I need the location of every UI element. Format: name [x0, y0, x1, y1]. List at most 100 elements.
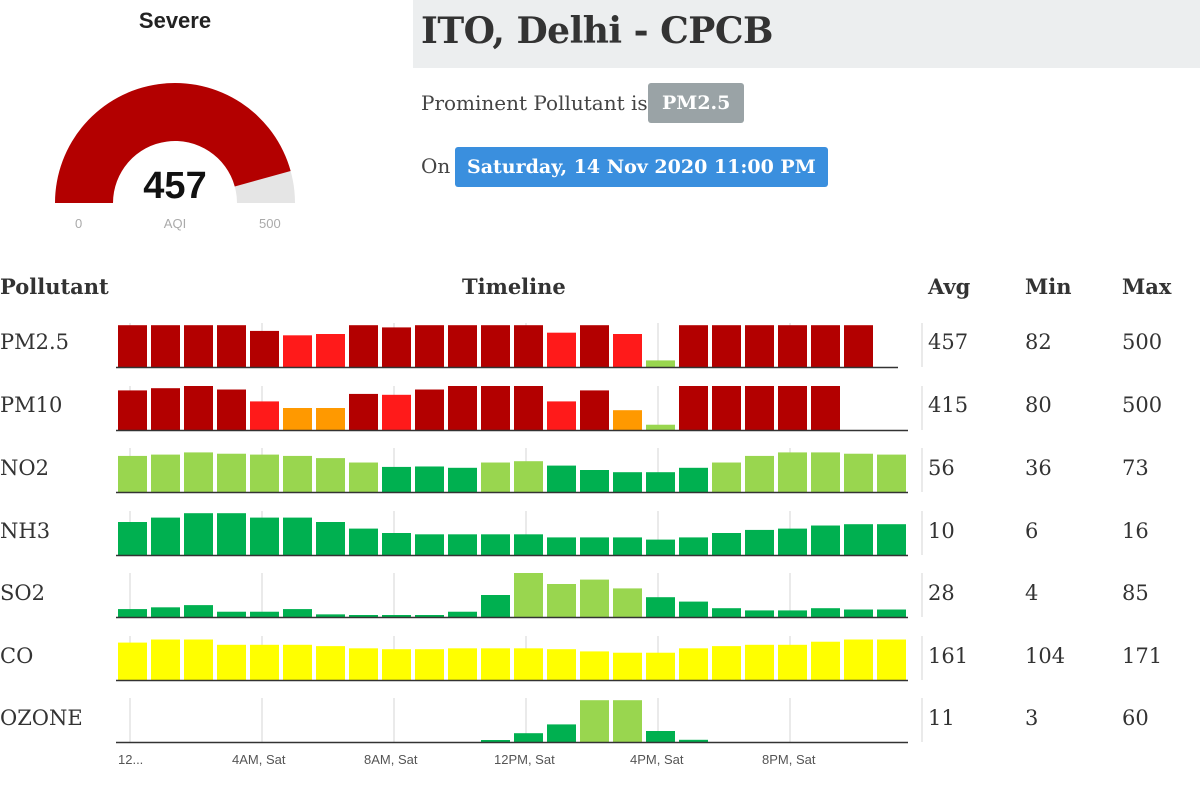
timeline-bar[interactable]	[778, 325, 807, 367]
timeline-bar[interactable]	[382, 533, 411, 555]
timeline-bar[interactable]	[151, 454, 180, 492]
timeline-bar[interactable]	[613, 700, 642, 742]
timeline-bar[interactable]	[679, 648, 708, 680]
timeline-bar[interactable]	[448, 467, 477, 492]
timeline-bar[interactable]	[613, 588, 642, 617]
timeline-bar[interactable]	[217, 453, 246, 492]
timeline-bar[interactable]	[481, 740, 510, 742]
timeline-bar[interactable]	[184, 386, 213, 430]
timeline-bar[interactable]	[877, 454, 906, 492]
timeline-bar[interactable]	[877, 639, 906, 680]
timeline-bar[interactable]	[250, 330, 279, 367]
timeline-bar[interactable]	[745, 455, 774, 492]
timeline-bar[interactable]	[712, 533, 741, 555]
timeline-bar[interactable]	[679, 325, 708, 367]
timeline-bar[interactable]	[118, 609, 147, 617]
timeline-bar[interactable]	[811, 452, 840, 492]
timeline-bar[interactable]	[745, 610, 774, 617]
timeline-bar[interactable]	[415, 615, 444, 617]
timeline-bar[interactable]	[316, 646, 345, 680]
timeline-bar[interactable]	[382, 615, 411, 617]
timeline-bar[interactable]	[481, 534, 510, 555]
timeline-bar[interactable]	[118, 642, 147, 680]
timeline-bar[interactable]	[184, 639, 213, 680]
timeline-bar[interactable]	[481, 595, 510, 617]
timeline-bar[interactable]	[448, 386, 477, 430]
timeline-bar[interactable]	[646, 360, 675, 367]
timeline-bar[interactable]	[283, 517, 312, 555]
timeline-bar[interactable]	[217, 389, 246, 430]
timeline-bar[interactable]	[118, 390, 147, 430]
timeline-bar[interactable]	[613, 537, 642, 555]
timeline-bar[interactable]	[514, 534, 543, 555]
timeline-bar[interactable]	[415, 649, 444, 680]
timeline-bar[interactable]	[481, 648, 510, 680]
timeline-bar[interactable]	[646, 731, 675, 742]
timeline-bar[interactable]	[151, 607, 180, 617]
timeline-bar[interactable]	[547, 724, 576, 742]
timeline-bar[interactable]	[316, 408, 345, 430]
timeline-bar[interactable]	[382, 327, 411, 367]
timeline-bar[interactable]	[184, 605, 213, 617]
timeline-bar[interactable]	[580, 651, 609, 680]
timeline-bar[interactable]	[514, 461, 543, 492]
timeline-bar[interactable]	[580, 325, 609, 367]
timeline-bar[interactable]	[547, 584, 576, 617]
timeline-bar[interactable]	[415, 534, 444, 555]
timeline-bar[interactable]	[151, 388, 180, 430]
timeline-bar[interactable]	[646, 597, 675, 617]
timeline-bar[interactable]	[679, 739, 708, 742]
timeline-bar[interactable]	[679, 537, 708, 555]
timeline-bar[interactable]	[283, 455, 312, 492]
timeline-bar[interactable]	[646, 539, 675, 555]
timeline-bar[interactable]	[349, 393, 378, 430]
timeline-bar[interactable]	[844, 453, 873, 492]
timeline-bar[interactable]	[415, 325, 444, 367]
timeline-bar[interactable]	[349, 615, 378, 617]
timeline-bar[interactable]	[283, 644, 312, 680]
timeline-bar[interactable]	[811, 641, 840, 680]
timeline-bar[interactable]	[349, 648, 378, 680]
timeline-bar[interactable]	[448, 648, 477, 680]
timeline-bar[interactable]	[580, 579, 609, 617]
timeline-bar[interactable]	[613, 410, 642, 430]
timeline-bar[interactable]	[217, 611, 246, 617]
timeline-bar[interactable]	[217, 325, 246, 367]
timeline-bar[interactable]	[316, 522, 345, 555]
timeline-bar[interactable]	[745, 529, 774, 555]
timeline-bar[interactable]	[250, 644, 279, 680]
timeline-bar[interactable]	[844, 325, 873, 367]
timeline-bar[interactable]	[514, 386, 543, 430]
timeline-bar[interactable]	[712, 462, 741, 492]
timeline-bar[interactable]	[844, 524, 873, 555]
timeline-bar[interactable]	[646, 424, 675, 430]
timeline-bar[interactable]	[844, 639, 873, 680]
timeline-bar[interactable]	[778, 528, 807, 555]
timeline-bar[interactable]	[745, 325, 774, 367]
timeline-bar[interactable]	[514, 648, 543, 680]
timeline-bar[interactable]	[382, 649, 411, 680]
timeline-bar[interactable]	[448, 611, 477, 617]
timeline-bar[interactable]	[613, 334, 642, 367]
timeline-bar[interactable]	[712, 325, 741, 367]
timeline-bar[interactable]	[745, 644, 774, 680]
timeline-bar[interactable]	[250, 454, 279, 492]
timeline-bar[interactable]	[448, 534, 477, 555]
timeline-bar[interactable]	[547, 465, 576, 492]
timeline-bar[interactable]	[481, 386, 510, 430]
timeline-bar[interactable]	[481, 462, 510, 492]
timeline-bar[interactable]	[118, 522, 147, 555]
timeline-bar[interactable]	[877, 609, 906, 617]
timeline-bar[interactable]	[349, 528, 378, 555]
timeline-bar[interactable]	[712, 386, 741, 430]
timeline-bar[interactable]	[844, 609, 873, 617]
timeline-bar[interactable]	[646, 472, 675, 492]
timeline-bar[interactable]	[250, 401, 279, 430]
timeline-bar[interactable]	[514, 325, 543, 367]
timeline-bar[interactable]	[745, 386, 774, 430]
timeline-bar[interactable]	[811, 386, 840, 430]
timeline-bar[interactable]	[415, 466, 444, 492]
timeline-bar[interactable]	[283, 609, 312, 617]
timeline-bar[interactable]	[580, 470, 609, 492]
timeline-bar[interactable]	[778, 644, 807, 680]
